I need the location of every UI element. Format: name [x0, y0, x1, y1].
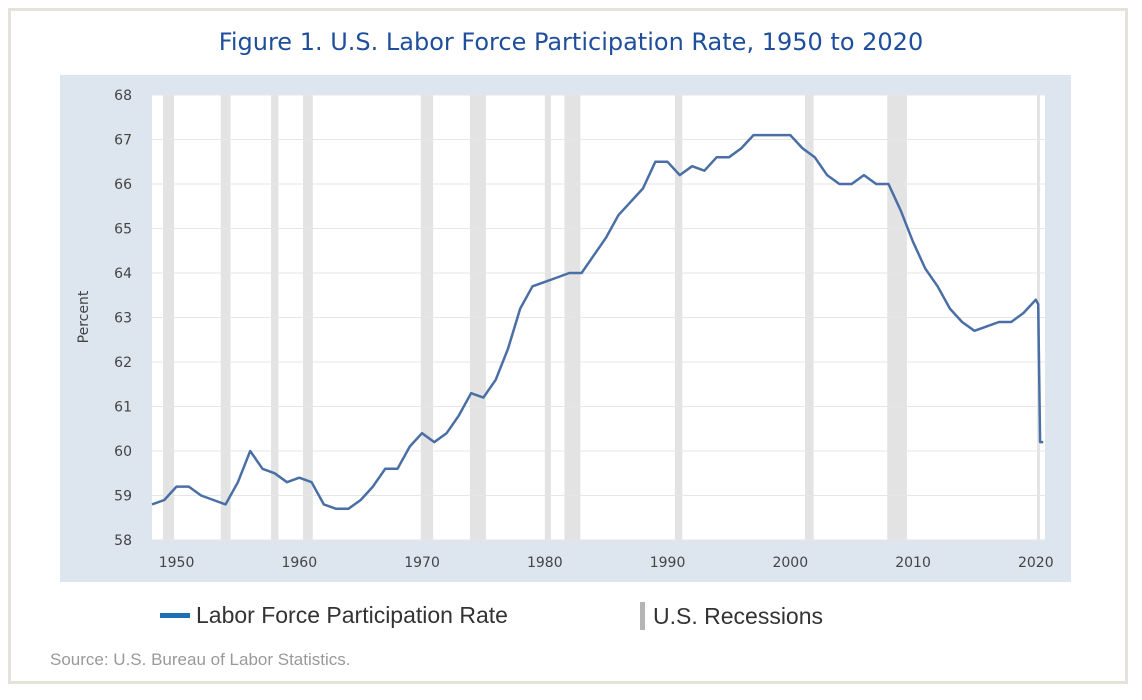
x-tick-label: 1980: [527, 555, 563, 571]
y-tick-label: 59: [114, 489, 132, 505]
x-tick-label: 1970: [404, 555, 440, 571]
x-tick-label: 1950: [159, 555, 195, 571]
y-tick-label: 65: [114, 222, 132, 238]
legend-bar-swatch: [640, 602, 645, 630]
legend-line-swatch: [160, 613, 190, 618]
y-tick-labels: 58 59 60 61 62 63 64 65 66 67 68: [114, 88, 132, 549]
legend-label: Labor Force Participation Rate: [196, 602, 508, 628]
legend-item-lfpr: Labor Force Participation Rate: [160, 602, 508, 629]
legend-item-recessions: U.S. Recessions: [640, 602, 823, 630]
y-tick-label: 58: [114, 533, 132, 549]
y-tick-label: 67: [114, 133, 132, 149]
x-tick-labels: 1950 1960 1970 1980 1990 2000 2010 2020: [159, 555, 1054, 571]
y-tick-label: 66: [114, 177, 132, 193]
figure-frame: [8, 8, 1128, 684]
legend-label: U.S. Recessions: [653, 602, 824, 629]
gridlines: [152, 94, 1045, 541]
y-tick-label: 61: [114, 400, 132, 416]
y-tick-label: 62: [114, 355, 132, 371]
x-tick-label: 2000: [772, 555, 808, 571]
y-tick-label: 68: [114, 88, 132, 104]
x-tick-label: 2010: [895, 555, 931, 571]
y-tick-label: 60: [114, 444, 132, 460]
y-tick-label: 63: [114, 311, 132, 327]
chart-title: Figure 1. U.S. Labor Force Participation…: [218, 28, 924, 56]
x-tick-label: 1960: [281, 555, 317, 571]
x-tick-label: 2020: [1018, 555, 1054, 571]
y-tick-label: 64: [114, 266, 132, 282]
x-tick-label: 1990: [650, 555, 686, 571]
y-axis-label: Percent: [76, 290, 92, 343]
series-line-labor-force-participation-rate: [151, 133, 1044, 511]
source-note: Source: U.S. Bureau of Labor Statistics.: [50, 650, 351, 669]
